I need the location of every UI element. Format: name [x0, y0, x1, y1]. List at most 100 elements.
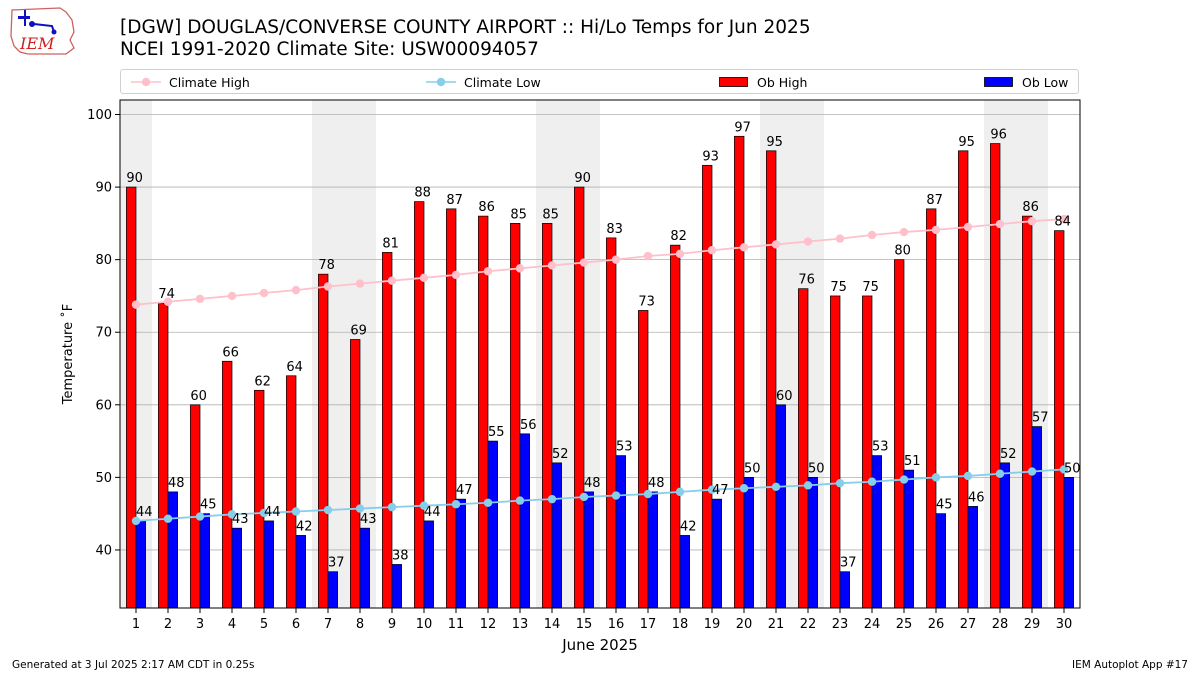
climate-high-point-6	[291, 285, 301, 295]
climate-high-point-11	[451, 270, 461, 280]
ob-low-bar-18	[679, 535, 690, 609]
ob-low-label-11: 47	[456, 483, 473, 498]
climate-low-point-23	[835, 478, 845, 488]
ob-low-label-25: 51	[904, 454, 921, 469]
climate-high-point-22	[803, 237, 813, 246]
ob-low-bar-5	[263, 520, 274, 609]
x-tick-label-5: 5	[260, 617, 268, 632]
ob-low-label-9: 38	[392, 548, 409, 563]
ob-low-label-17: 48	[648, 476, 665, 491]
ob-low-label-13: 56	[520, 418, 537, 433]
ob-high-label-22: 76	[798, 273, 815, 288]
ob-high-label-26: 87	[926, 193, 943, 208]
ob-low-bar-21	[775, 404, 786, 609]
ob-high-label-29: 86	[1022, 200, 1039, 215]
climate-high-point-27	[963, 222, 973, 232]
ob-low-label-15: 48	[584, 476, 601, 491]
x-tick-label-20: 20	[736, 617, 753, 632]
legend-climate-low-label: Climate Low	[464, 74, 541, 90]
climate-low-point-13	[515, 496, 525, 505]
climate-low-point-24	[867, 477, 877, 486]
y-tick-label-90: 90	[95, 181, 112, 196]
bar-value-labels: 90 44 74 48 60 45 66 43 62 44 64 42 78 37 69 43 81 38 88 44…	[126, 120, 1080, 570]
ob-low-bar-20	[743, 477, 754, 609]
ob-high-label-10: 88	[414, 186, 431, 201]
ob-low-bar-29	[1031, 426, 1042, 609]
climate-high-point-24	[867, 230, 877, 240]
ob-high-bar-27	[958, 150, 969, 609]
climate-high-point-10	[419, 273, 429, 282]
footer-generated: Generated at 3 Jul 2025 2:17 AM CDT in 0…	[12, 659, 255, 671]
x-tick-label-14: 14	[544, 617, 561, 632]
ob-high-bar-23	[830, 295, 841, 609]
ob-high-bar-20	[734, 135, 745, 609]
climate-high-point-8	[355, 279, 365, 288]
ob-high-bar-2	[158, 302, 169, 609]
climate-low-point-29	[1027, 467, 1037, 476]
climate-high-point-7	[323, 282, 333, 291]
legend-ob-high-label: Ob High	[757, 74, 808, 90]
climate-low-point-22	[803, 481, 813, 490]
climate-low-point-3	[195, 512, 205, 521]
x-tick-label-8: 8	[356, 617, 364, 632]
ob-high-label-14: 85	[542, 207, 559, 222]
footer-app: IEM Autoplot App #17	[1072, 659, 1188, 671]
ob-high-bar-22	[798, 288, 809, 609]
x-tick-label-6: 6	[292, 617, 300, 632]
legend-climate-low-swatch	[426, 77, 456, 87]
ob-low-bar-4	[231, 527, 242, 609]
climate-low-point-16	[611, 491, 621, 500]
ob-high-label-4: 66	[222, 345, 239, 360]
climate-low-point-6	[291, 507, 301, 516]
legend-ob-high-swatch	[719, 77, 748, 87]
climate-low-point-15	[579, 492, 589, 502]
ob-low-bar-6	[295, 535, 306, 609]
ob-low-bar-9	[391, 564, 402, 609]
iem-logo: IEM	[10, 7, 75, 55]
climate-high-point-16	[611, 255, 621, 264]
legend-ob-low-swatch	[984, 77, 1013, 87]
ob-high-label-27: 95	[958, 135, 975, 150]
ob-high-label-15: 90	[574, 171, 591, 186]
x-tick-label-17: 17	[640, 617, 657, 632]
x-tick-label-4: 4	[228, 617, 236, 632]
ob-high-bar-24	[862, 295, 873, 609]
ob-low-label-1: 44	[136, 505, 153, 520]
ob-high-label-21: 95	[766, 135, 783, 150]
x-tick-label-29: 29	[1024, 617, 1041, 632]
ob-high-bar-9	[382, 252, 393, 609]
ob-low-label-29: 57	[1032, 411, 1049, 426]
x-tick-label-16: 16	[608, 617, 625, 632]
ob-high-bar-18	[670, 244, 681, 609]
ob-high-label-6: 64	[286, 360, 303, 375]
ob-low-bar-11	[455, 498, 466, 609]
ob-low-bar-30	[1063, 477, 1074, 609]
legend-climate-low: Climate Low	[426, 74, 541, 90]
grid-lines	[120, 114, 1080, 551]
ob-low-bar-17	[647, 491, 658, 609]
ob-high-bar-19	[702, 164, 713, 609]
x-axis-label: June 2025	[561, 636, 638, 654]
climate-high-point-25	[899, 227, 909, 237]
climate-high-point-19	[707, 246, 717, 255]
climate-high-line	[135, 218, 1065, 306]
ob-high-label-19: 93	[702, 149, 719, 164]
ob-high-bar-30	[1054, 230, 1065, 609]
legend-climate-high-swatch	[131, 77, 161, 87]
ob-low-bar-13	[519, 433, 530, 609]
ob-low-bar-7	[327, 571, 338, 609]
climate-high-point-28	[995, 219, 1005, 229]
climate-low-point-11	[451, 500, 461, 509]
climate-high-point-14	[547, 261, 557, 270]
ob-high-label-18: 82	[670, 229, 687, 244]
ob-low-label-2: 48	[168, 476, 185, 491]
ob-low-label-23: 37	[840, 556, 857, 571]
ob-high-bar-28	[990, 143, 1001, 609]
ob-high-bar-4	[222, 360, 233, 609]
climate-low-point-7	[323, 505, 333, 515]
ob-high-bar-17	[638, 310, 649, 609]
climate-high-point-26	[931, 225, 941, 235]
legend-ob-low: Ob Low	[984, 74, 1068, 90]
ob-high-label-20: 97	[734, 120, 751, 135]
climate-low-point-26	[931, 473, 941, 482]
